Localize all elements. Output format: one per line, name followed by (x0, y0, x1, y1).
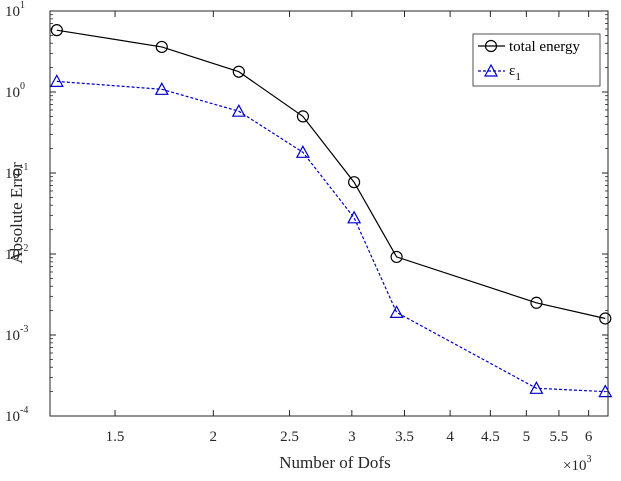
y-tick-label-base: 10 (5, 4, 20, 20)
data-point-triangle (529, 381, 544, 394)
data-point-triangle (154, 82, 169, 95)
x-tick-label: 2.5 (280, 429, 299, 445)
x-multiplier-exp: 3 (586, 454, 591, 465)
data-point-circle (50, 24, 63, 37)
y-tick-label: 10-3 (5, 324, 28, 344)
data-point-circle (530, 296, 543, 309)
data-point-circle (296, 110, 310, 123)
legend-marker-triangle (483, 63, 499, 77)
legend-box (472, 33, 601, 87)
legend-marker-circle (484, 39, 498, 53)
data-point-triangle (389, 305, 404, 318)
data-point-triangle (295, 145, 310, 158)
data-point-circle (390, 250, 403, 264)
x-multiplier-base: ×10 (563, 458, 586, 474)
x-tick-label: 3.5 (395, 429, 414, 445)
y-tick-label-exp: -4 (20, 405, 28, 416)
legend-entry-epsilon-1: ε1 (478, 63, 521, 83)
data-point-circle (155, 40, 168, 54)
data-point-triangle (347, 210, 362, 224)
data-point-triangle (231, 103, 246, 117)
series-line-1 (56, 80, 606, 393)
series-0 (50, 24, 612, 325)
legend-entry-total-energy: total energy (478, 39, 580, 55)
x-tick-label: 6 (585, 429, 593, 445)
y-tick-label-exp: -3 (20, 324, 28, 335)
series (49, 24, 613, 398)
y-tick-label-exp: 1 (20, 0, 25, 11)
y-tick-label-base: 10 (5, 409, 20, 425)
y-tick-label-base: 10 (5, 166, 20, 182)
x-multiplier-label: ×103 (563, 454, 591, 474)
y-tick-label-base: 10 (5, 247, 20, 263)
legend-epsilon-symbol: ε (509, 63, 515, 79)
x-axis-label: Number of Dofs (279, 453, 390, 472)
data-point-circle (599, 312, 612, 325)
y-tick-label-base: 10 (5, 328, 20, 344)
data-point-circle (348, 176, 361, 189)
plot-frame (49, 10, 609, 417)
y-tick-label: 100 (5, 81, 25, 101)
y-tick-label: 10-4 (5, 405, 28, 425)
x-tick-label: 2 (210, 429, 218, 445)
x-tick-label: 1.5 (106, 429, 125, 445)
y-tick-label: 10-1 (5, 162, 28, 182)
x-tick-label: 3 (348, 429, 356, 445)
legend-label-total-energy: total energy (509, 39, 580, 55)
y-tick-label-exp: -1 (20, 162, 28, 173)
y-tick-label-exp: -2 (20, 243, 28, 254)
legend-epsilon-subscript: 1 (515, 71, 521, 83)
y-axis-label: Absolute Error (7, 162, 26, 264)
legend: total energy ε1 (472, 33, 601, 87)
y-tick-label-exp: 0 (20, 81, 25, 92)
x-tick-label: 5.5 (550, 429, 569, 445)
series-line-0 (56, 29, 606, 320)
series-1 (49, 74, 613, 398)
x-tick-label: 4.5 (481, 429, 500, 445)
x-tick-label: 4 (446, 429, 454, 445)
y-tick-label: 10-2 (5, 243, 28, 263)
legend-label-epsilon-1: ε1 (509, 63, 521, 83)
data-point-circle (232, 65, 245, 78)
y-tick-label: 101 (5, 0, 25, 20)
x-tick-label: 5 (523, 429, 531, 445)
data-point-triangle (49, 74, 64, 88)
y-tick-label-base: 10 (5, 85, 20, 101)
